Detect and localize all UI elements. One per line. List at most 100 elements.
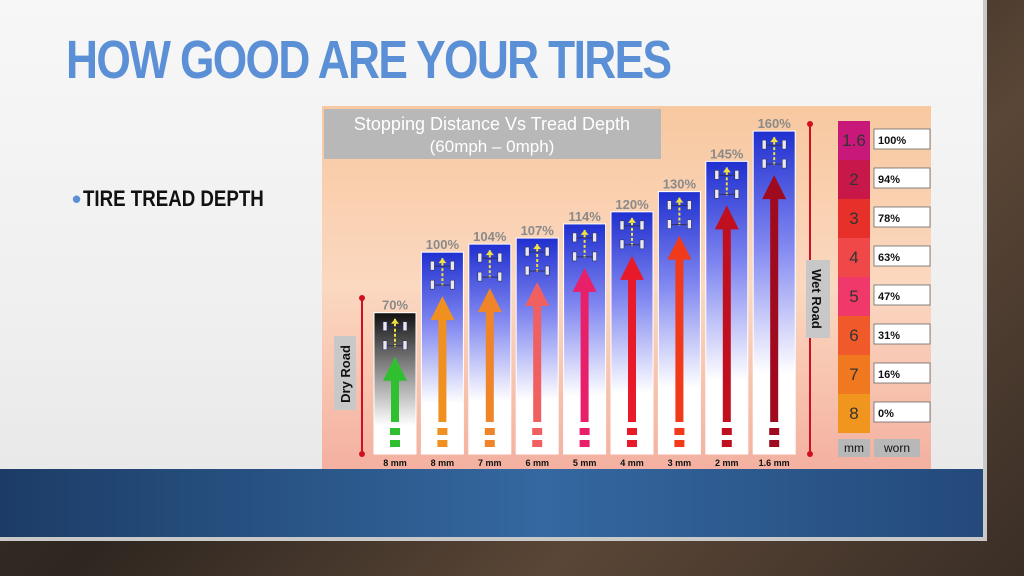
legend-row-3: 3 78% [838, 199, 931, 238]
bullet-text: TIRE TREAD DEPTH [83, 186, 264, 211]
arrow-dash [532, 428, 543, 435]
bullet-item: •TIRE TREAD DEPTH [72, 184, 296, 215]
legend-mm-swatch [838, 199, 870, 238]
arrow-dash [721, 440, 732, 447]
category-label: 1.6 mm [759, 458, 790, 468]
wet-road-dot-top [807, 121, 813, 127]
bar-6: 120% 4 mm [610, 197, 654, 468]
arrow-dash [579, 440, 590, 447]
category-label: 4 mm [620, 458, 644, 468]
bar-value-label: 100% [426, 237, 460, 252]
arrow-dash [674, 440, 685, 447]
arrow-head [383, 356, 407, 381]
arrow-dash [484, 428, 495, 435]
category-label: 7 mm [478, 458, 502, 468]
category-label: 6 mm [525, 458, 549, 468]
bar-value-label: 160% [758, 116, 792, 131]
dry-road-label: Dry Road [338, 345, 353, 403]
legend-row-5: 5 47% [838, 277, 931, 316]
chart-subtitle: (60mph – 0mph) [430, 137, 555, 156]
car-icon [619, 217, 645, 250]
arrow-shaft [770, 198, 779, 422]
legend-mm-value: 4 [849, 248, 858, 267]
arrow-shaft [533, 305, 542, 422]
arrow-dash [769, 428, 780, 435]
legend-mm-header-box [838, 439, 870, 457]
chart-title: Stopping Distance Vs Tread Depth [354, 114, 630, 134]
footer-band [0, 469, 983, 537]
arrow-dash [627, 440, 637, 447]
legend-worn-box [873, 401, 931, 423]
bullet-dot-icon: • [72, 184, 82, 214]
arrow-head [620, 255, 644, 280]
legend-mm-swatch [838, 394, 870, 433]
bar-4: 107% 6 mm [515, 223, 559, 468]
bar-5: 114% 5 mm [563, 209, 607, 468]
legend-worn-box [873, 362, 931, 384]
legend-mm-value: 5 [849, 287, 858, 306]
wet-road-label-box [806, 260, 830, 338]
bar-value-label: 114% [568, 209, 601, 224]
arrow-head [762, 175, 787, 200]
legend-mm-header: mm [844, 441, 864, 455]
legend-mm-value: 7 [849, 365, 858, 384]
arrow-head [667, 235, 692, 260]
bar-value-label: 130% [663, 177, 697, 192]
legend-worn-box [873, 284, 931, 306]
legend-mm-value: 3 [849, 209, 858, 228]
legend-row-6: 6 31% [838, 316, 931, 355]
slide: HOW GOOD ARE YOUR TIRES •TIRE TREAD DEPT… [0, 0, 983, 537]
legend-row-1: 1.6 100% [838, 121, 931, 160]
slide-edge-bottom [0, 537, 987, 541]
legend-mm-value: 1.6 [842, 131, 866, 150]
legend-mm-value: 8 [849, 404, 858, 423]
legend-worn-value: 0% [878, 408, 894, 420]
legend-row-7: 7 16% [838, 355, 931, 394]
legend-worn-value: 78% [878, 213, 900, 225]
car-icon [430, 258, 455, 290]
car-icon [524, 244, 550, 276]
bar-2: 100% 8 mm [420, 237, 464, 468]
legend-worn-box [873, 206, 931, 228]
category-label: 3 mm [668, 458, 692, 468]
legend-mm-swatch [838, 238, 870, 277]
bar-9: 160% 1.6 mm [752, 116, 796, 468]
bar-value-label: 104% [473, 229, 507, 244]
legend-mm-value: 2 [849, 170, 858, 189]
arrow-dash [437, 428, 448, 435]
dry-road-dot-bottom [359, 451, 365, 457]
car-icon [382, 318, 408, 351]
bar-value-label: 145% [710, 146, 744, 161]
wet-road-label: Wet Road [809, 269, 824, 329]
legend-mm-swatch [838, 355, 870, 394]
bar-1: 70% 8 mm [373, 298, 417, 468]
bar-7: 130% 3 mm [657, 177, 701, 468]
arrow-head [525, 282, 550, 307]
legend-worn-box [873, 128, 931, 150]
bar-8: 145% 2 mm [705, 146, 749, 468]
chart-title-box [324, 109, 661, 159]
arrow-shaft [580, 290, 589, 422]
arrow-dash [390, 440, 400, 447]
wet-road-dot-bottom [807, 451, 813, 457]
arrow-shaft [391, 379, 399, 422]
slide-title: HOW GOOD ARE YOUR TIRES [66, 30, 672, 90]
arrow-shaft [722, 228, 731, 422]
legend-mm-swatch [838, 277, 870, 316]
category-label: 2 mm [715, 458, 739, 468]
arrow-dash [390, 428, 400, 435]
car-icon [714, 167, 740, 199]
arrow-dash [627, 428, 637, 435]
legend-row-4: 4 63% [838, 238, 931, 277]
arrow-dash [532, 440, 543, 447]
slide-edge-right [983, 0, 987, 541]
dry-road-label-box [334, 336, 356, 410]
stopping-distance-chart: Stopping Distance Vs Tread Depth (60mph … [322, 106, 931, 470]
legend-worn-value: 47% [878, 291, 900, 303]
category-label: 8 mm [383, 458, 407, 468]
legend-worn-value: 63% [878, 252, 900, 264]
arrow-shaft [628, 278, 636, 422]
category-label: 5 mm [573, 458, 597, 468]
tread-legend: 1.6 100% 2 94% 3 78% 4 63% 5 47% 6 31% 7 16% 8 0% mm worn [838, 121, 931, 457]
